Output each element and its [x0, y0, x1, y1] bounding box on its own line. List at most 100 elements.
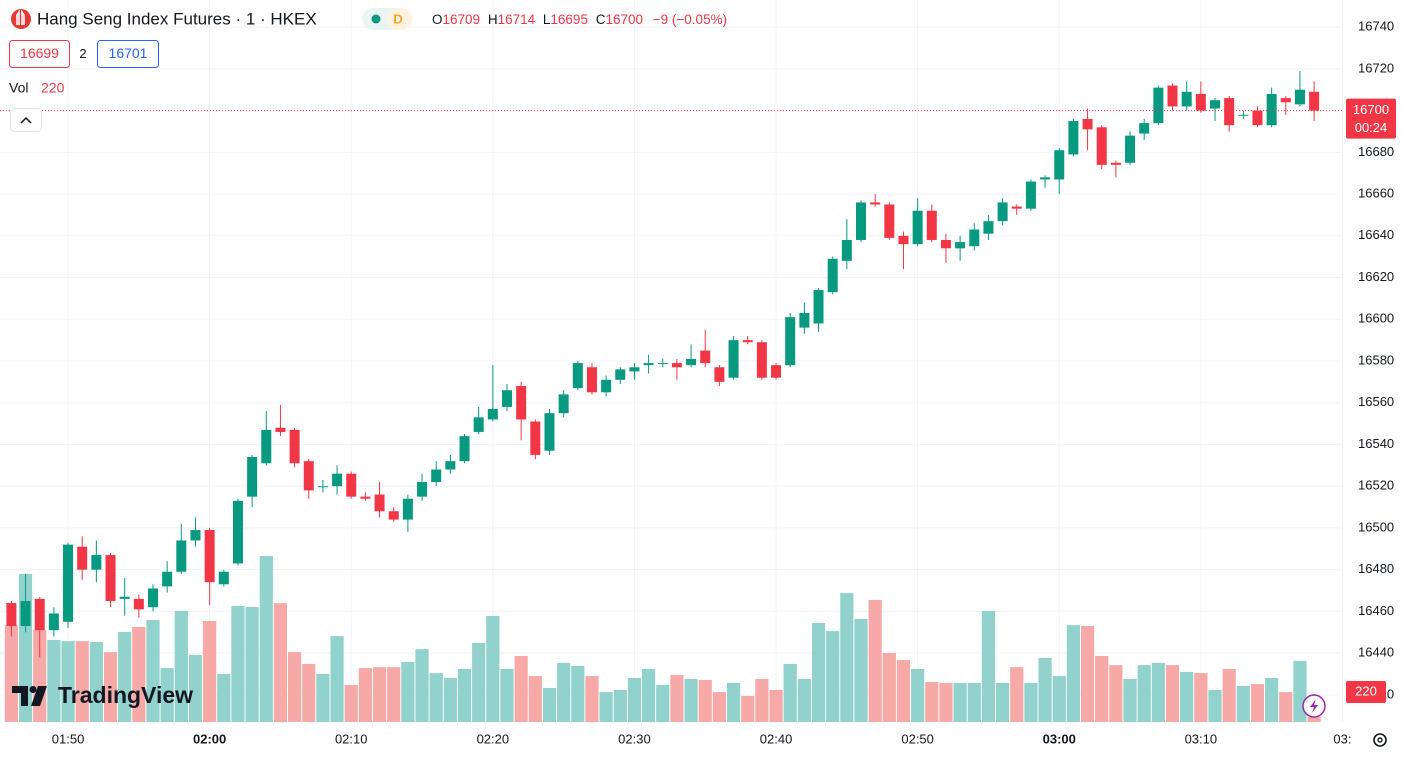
- candle-body: [1210, 100, 1220, 109]
- candle-body: [671, 363, 682, 368]
- settings-button[interactable]: [1373, 733, 1387, 747]
- volume-bar: [1307, 716, 1321, 722]
- symbol-logo-glyph: [16, 9, 25, 25]
- candle-body: [926, 210, 937, 240]
- volume-bar: [415, 649, 429, 722]
- candle-body: [756, 342, 767, 378]
- y-tick-label: 16580: [1358, 352, 1394, 367]
- volume-bar: [443, 678, 457, 722]
- candle-body: [657, 363, 668, 365]
- candle-body: [955, 242, 966, 249]
- volume-bar: [1180, 671, 1194, 722]
- candle-body: [1195, 93, 1206, 111]
- volume-bar: [330, 636, 344, 722]
- volume-bar: [118, 631, 132, 722]
- bid-price: 16699: [20, 45, 59, 61]
- candle-body: [289, 429, 300, 464]
- candle-body: [586, 367, 597, 393]
- volume-bar: [1123, 679, 1137, 722]
- candle-body: [77, 546, 88, 570]
- volume-bar: [273, 603, 288, 722]
- volume-bar: [1137, 665, 1151, 722]
- candle-body: [898, 235, 909, 245]
- last-price-box: [1346, 98, 1396, 139]
- logo-mark: [12, 686, 28, 706]
- settings-icon: [1377, 737, 1383, 743]
- candle-body: [870, 202, 881, 205]
- volume-bar: [4, 625, 18, 722]
- volume-bar: [1236, 686, 1250, 722]
- collapse-button[interactable]: [10, 108, 42, 132]
- candle-body: [813, 290, 824, 324]
- candle-body: [176, 540, 187, 572]
- volume-bar: [1024, 682, 1038, 722]
- candle-body: [1125, 135, 1136, 163]
- candle-body: [771, 365, 782, 378]
- candle-body: [133, 598, 144, 610]
- candle-body: [261, 429, 272, 464]
- candle-body: [1082, 118, 1093, 130]
- bid-button[interactable]: [9, 40, 70, 68]
- volume-bar: [1194, 673, 1208, 722]
- volume-bar: [1222, 668, 1236, 722]
- volume-bar: [1250, 684, 1265, 722]
- candle-body: [1181, 91, 1192, 107]
- y-tick-label: 16620: [1358, 269, 1394, 284]
- volume-bar: [925, 682, 939, 722]
- chart-title: Hang Seng Index Futures · 1 · HKEX: [37, 9, 317, 28]
- candle-body: [204, 530, 215, 583]
- volume-bar: [486, 615, 500, 722]
- volume-bar: [599, 692, 613, 722]
- volume-bar: [146, 620, 160, 722]
- ohlc-value: 16709: [443, 12, 481, 27]
- volume-bar: [429, 673, 443, 722]
- volume-bar: [245, 607, 259, 722]
- candle-body: [884, 204, 895, 238]
- y-tick-label: 16520: [1358, 478, 1394, 493]
- y-tick-label: 16600: [1358, 311, 1394, 326]
- countdown-label: 00:24: [1355, 120, 1388, 135]
- y-tick-label: 16680: [1358, 144, 1394, 159]
- volume-bar: [372, 667, 387, 722]
- candle-body: [983, 221, 994, 234]
- volume-bar: [358, 668, 372, 722]
- x-tick-label: 03:: [1333, 731, 1351, 746]
- candle-body: [317, 486, 328, 488]
- candle-body: [940, 239, 951, 249]
- candle-body: [856, 202, 866, 240]
- volume-bar: [981, 610, 996, 722]
- axes: 1642016440164601648016500165201654016560…: [52, 19, 1396, 746]
- logo-mark: [29, 686, 37, 693]
- volume-bar: [826, 631, 840, 722]
- volume-bar: [811, 623, 826, 722]
- ohlc-label: O: [432, 12, 443, 27]
- candle-body: [459, 436, 470, 462]
- volume-bar: [840, 593, 854, 722]
- x-tick-label: 03:00: [1043, 731, 1076, 746]
- volume-bar: [613, 690, 627, 722]
- volume-bar: [188, 655, 203, 722]
- candle-body: [247, 456, 258, 497]
- candle-body: [218, 571, 229, 585]
- candle-body: [1153, 87, 1164, 124]
- candle-body: [487, 408, 498, 420]
- x-tick-label: 01:50: [52, 731, 85, 746]
- candle-body: [1068, 121, 1079, 155]
- volume-bar: [528, 676, 542, 722]
- ohlc-label: L: [543, 12, 551, 27]
- y-tick-label: 16540: [1358, 436, 1394, 451]
- volume-value-label: 220: [1355, 683, 1377, 698]
- ask-button[interactable]: [97, 40, 159, 68]
- volume-bar: [996, 682, 1010, 722]
- candle-body: [119, 596, 130, 599]
- volume-bar: [500, 668, 514, 722]
- candle-body: [1096, 127, 1107, 165]
- volume-bar: [1109, 665, 1123, 722]
- x-tick-label: 02:00: [193, 731, 226, 746]
- volume-bar: [769, 690, 783, 722]
- candle-body: [799, 313, 810, 328]
- volume-bar: [1052, 676, 1066, 722]
- candle-body: [629, 367, 640, 372]
- volume-bar: [217, 674, 231, 722]
- candle-body: [544, 413, 555, 451]
